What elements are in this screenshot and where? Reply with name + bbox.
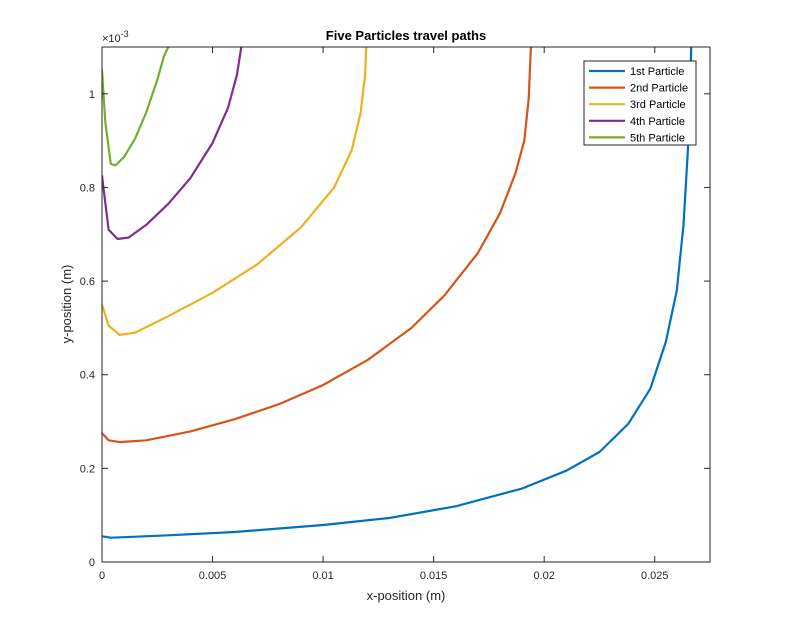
x-tick-label: 0.015 (420, 570, 448, 582)
y-exponent-power: -3 (121, 29, 129, 39)
x-tick-label: 0.005 (199, 570, 227, 582)
x-tick-label: 0.01 (312, 570, 333, 582)
legend-label-2: 2nd Particle (630, 83, 688, 95)
y-tick-label: 1 (89, 89, 95, 101)
y-axis-label: y-position (m) (59, 265, 74, 344)
y-exponent-label: ×10-3 (102, 29, 129, 45)
legend-label-3: 3rd Particle (630, 99, 686, 111)
series-line-4 (102, 47, 243, 241)
y-exponent-base: ×10 (102, 33, 121, 45)
y-axis: 0 0.2 0.4 0.6 0.8 1 (80, 89, 710, 569)
plot-frame (101, 46, 711, 563)
series-line-1 (102, 47, 693, 539)
series-line-5 (102, 47, 170, 167)
legend-label-5: 5th Particle (630, 132, 685, 144)
series-layer (102, 47, 693, 539)
y-tick-label: 0.2 (80, 463, 95, 475)
legend-box (583, 60, 697, 146)
legend-label-1: 1st Particle (630, 66, 684, 78)
x-tick-label: 0.025 (641, 570, 669, 582)
y-tick-label: 0.8 (80, 182, 95, 194)
series-line-2 (102, 47, 533, 444)
legend-label-4: 4th Particle (630, 116, 685, 128)
y-tick-label: 0 (89, 557, 95, 569)
x-axis-label: x-position (m) (367, 588, 446, 603)
y-tick-label: 0.6 (80, 276, 95, 288)
x-axis: 0 0.005 0.01 0.015 0.02 0.025 (99, 47, 669, 582)
x-tick-label: 0.02 (533, 570, 554, 582)
chart-title: Five Particles travel paths (326, 28, 486, 43)
series-line-3 (102, 47, 368, 336)
x-tick-label: 0 (99, 570, 105, 582)
y-tick-label: 0.4 (80, 370, 95, 382)
legend: 1st Particle 2nd Particle 3rd Particle 4th … (583, 60, 697, 146)
